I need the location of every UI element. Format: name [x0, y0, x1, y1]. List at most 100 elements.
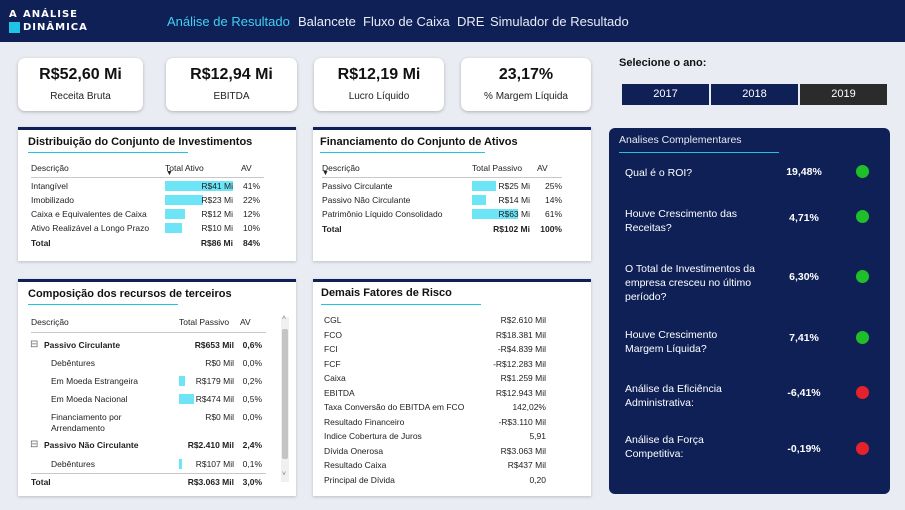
table-cell-value: R$0 Mil [205, 358, 234, 368]
scrollbar-thumb[interactable] [282, 329, 288, 459]
status-green-indicator [856, 331, 869, 344]
status-green-indicator [856, 270, 869, 283]
question-total-investimentos: O Total de Investimentos da empresa cres… [625, 263, 755, 303]
group-row-label: Passivo Circulante [44, 340, 121, 350]
table-cell-value: R$41 Mi [201, 181, 233, 191]
col-header-total-passivo[interactable]: Total Passivo [472, 163, 523, 173]
col-header-descricao[interactable]: Descrição [31, 317, 69, 327]
table-row-label: Resultado Caixa [324, 460, 387, 470]
col-header-descricao[interactable]: Descrição [322, 163, 360, 173]
table-cell-av: 0,1% [242, 459, 262, 469]
bar-debentures-nc [179, 459, 182, 469]
title-underline [28, 304, 178, 305]
col-header-total-passivo[interactable]: Total Passivo [179, 317, 230, 327]
table-row-label: Passivo Circulante [322, 181, 393, 191]
table-row-label: Taxa Conversão do EBITDA em FCO [324, 402, 465, 412]
total-divider [31, 473, 266, 474]
table-cell-value: -R$12.283 Mil [493, 358, 546, 369]
bar-moeda-estrangeira [179, 376, 185, 386]
status-green-indicator [856, 165, 869, 178]
card-title: Demais Fatores de Risco [321, 287, 452, 299]
nav-analise-resultado[interactable]: Análise de Resultado [167, 14, 290, 29]
value-roi: 19,48% [786, 166, 822, 178]
value-crescimento-receitas: 4,71% [789, 212, 819, 224]
total-label: Total [31, 477, 51, 487]
table-cell-av: 10% [242, 223, 260, 233]
header-divider [31, 332, 266, 333]
panel-title: Analises Complementares [619, 134, 742, 146]
table-row-label: Caixa e Equivalentes de Caixa [31, 209, 147, 219]
col-header-av[interactable]: AV [241, 163, 252, 173]
table-row-label: Ativo Realizável a Longo Prazo [31, 223, 150, 233]
collapse-icon[interactable]: ⊟ [30, 339, 39, 350]
table-cell-value: R$2.610 Mil [500, 315, 546, 325]
table-cell-value: R$0 Mil [205, 412, 234, 422]
table-row-label: Intangível [31, 181, 68, 191]
question-crescimento-receitas: Houve Crescimento das Receitas? [625, 208, 738, 234]
sort-desc-icon[interactable]: ▼ [166, 170, 173, 177]
bar-moeda-nacional [179, 394, 194, 404]
table-row-label: Dívida Onerosa [324, 445, 384, 456]
value-eficiencia-administrativa: -6,41% [787, 387, 821, 399]
table-cell-value: 5,91 [529, 431, 546, 441]
table-row-label: FCF [324, 358, 341, 369]
collapse-icon[interactable]: ⊟ [30, 439, 39, 450]
kpi-value: 23,17% [498, 66, 554, 83]
kpi-label: Receita Bruta [50, 91, 111, 102]
col-header-av[interactable]: AV [537, 163, 548, 173]
bar-caixa [165, 209, 185, 219]
scroll-down-icon[interactable]: ˅ [282, 471, 287, 478]
question-forca-competitiva: Análise da Força Competitiva: [625, 434, 704, 460]
table-cell-av: 0,6% [242, 340, 262, 350]
question-roi: Qual é o ROI? [625, 167, 693, 179]
header-divider [31, 177, 264, 178]
nav-balancete[interactable]: Balancete [298, 14, 356, 29]
year-selector-title: Selecione o ano: [619, 57, 707, 69]
status-red-indicator [856, 442, 869, 455]
bar-ativo-realizavel [165, 223, 182, 233]
nav-fluxo-caixa[interactable]: Fluxo de Caixa [363, 14, 450, 29]
table-row-label: Em Moeda Nacional [51, 394, 128, 404]
table-cell-value: R$12.943 Mil [495, 387, 546, 398]
nav-simulador[interactable]: Simulador de Resultado [490, 14, 629, 29]
logo-line2: DINÂMICA [23, 22, 88, 33]
title-underline [321, 304, 481, 305]
card-title: Financiamento do Conjunto de Ativos [320, 136, 518, 148]
scroll-up-icon[interactable]: ˄ [282, 315, 287, 322]
riscos-card: Demais Fatores de Risco CGL R$2.610 Mil … [313, 279, 591, 496]
sort-desc-icon[interactable]: ▼ [322, 170, 329, 177]
table-row-label: Imobilizado [31, 195, 74, 205]
table-row-label: Indice Cobertura de Juros [324, 431, 422, 441]
table-cell-value: R$18.381 Mil [495, 329, 546, 340]
table-row-label: Principal de Dívida [324, 474, 395, 485]
question-margem-liquida: Houve Crescimento Margem Líquida? [625, 329, 718, 355]
total-label: Total [322, 224, 342, 234]
table-row-label: Debêntures [51, 358, 95, 368]
kpi-ebitda: R$12,94 Mi EBITDA [166, 58, 297, 111]
logo-line1: ANÁLISE [23, 9, 78, 20]
year-button-2017[interactable]: 2017 [622, 84, 709, 105]
table-cell-av: 25% [544, 181, 562, 191]
status-red-indicator [856, 386, 869, 399]
col-header-total-ativo[interactable]: Total Ativo [165, 163, 204, 173]
group-row-label: Passivo Não Circulante [44, 440, 139, 450]
kpi-value: R$12,94 Mi [190, 66, 273, 83]
analises-complementares-panel: Analises Complementares Qual é o ROI? 19… [609, 128, 890, 494]
year-button-2019[interactable]: 2019 [800, 84, 887, 105]
table-cell-av: 12% [242, 209, 260, 219]
total-av: 84% [242, 238, 260, 248]
nav-dre[interactable]: DRE [457, 14, 485, 29]
value-margem-liquida: 7,41% [789, 332, 819, 344]
table-cell-value: 0,20 [529, 474, 546, 485]
vertical-scrollbar[interactable]: ˄ ˅ [281, 315, 289, 482]
year-button-2018[interactable]: 2018 [711, 84, 798, 105]
kpi-label: % Margem Líquida [484, 91, 568, 102]
bar-patrimonio-liquido [472, 209, 518, 219]
col-header-descricao[interactable]: Descrição [31, 163, 69, 173]
table-cell-av: 0,5% [242, 394, 262, 404]
col-header-av[interactable]: AV [240, 317, 251, 327]
table-cell-av: 61% [544, 209, 562, 219]
total-value: R$86 Mi [200, 238, 233, 248]
table-cell-value: R$12 Mi [201, 209, 233, 219]
table-cell-value: R$474 Mil [195, 394, 234, 404]
